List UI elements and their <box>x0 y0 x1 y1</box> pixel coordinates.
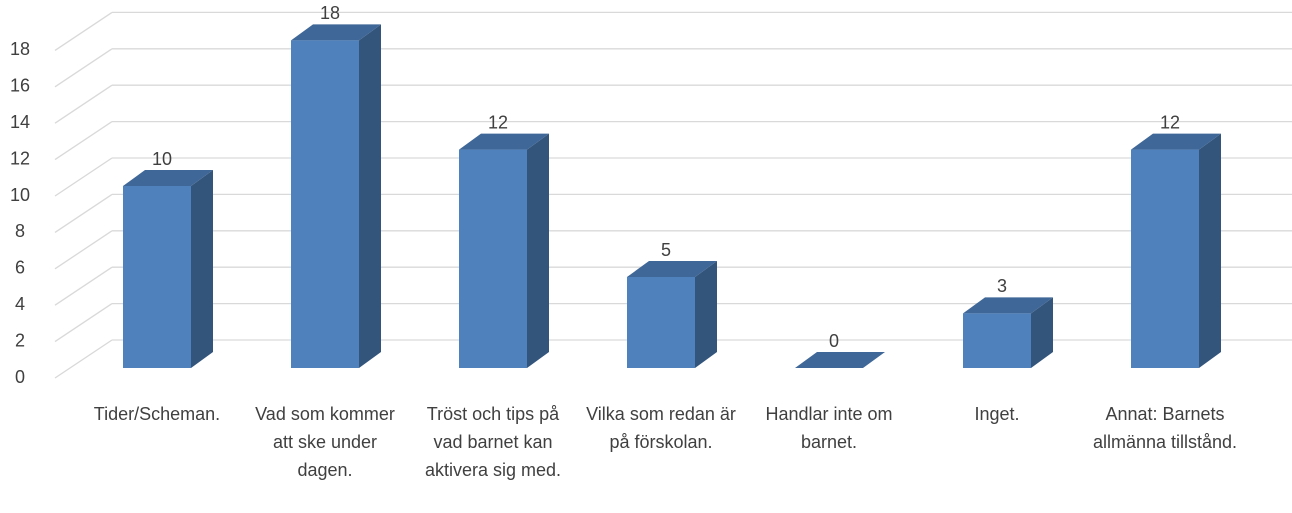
x-tick-label: Tider/Scheman. <box>93 404 221 424</box>
y-tick-label: 16 <box>10 76 30 96</box>
x-tick-label: Tröst och tips på vad barnet kan aktiver… <box>424 404 562 480</box>
bar-top <box>1131 133 1221 150</box>
x-tick-label: Handlar inte om barnet. <box>765 404 893 452</box>
y-tick-label: 6 <box>15 258 25 278</box>
bar-side <box>1031 297 1053 368</box>
bar-front <box>459 149 527 368</box>
x-tick-label: Annat: Barnets allmänna tillstånd. <box>1092 404 1238 452</box>
grid-line-side <box>54 339 113 379</box>
data-label: 3 <box>997 276 1007 296</box>
x-tick-label: Vilka som redan är på förskolan. <box>586 404 736 452</box>
y-tick-label: 12 <box>10 148 30 168</box>
bar <box>291 24 381 369</box>
bar <box>795 352 885 368</box>
grid-line-side <box>54 266 113 306</box>
bar-side <box>695 261 717 368</box>
bar <box>963 297 1053 368</box>
y-tick-label: 10 <box>10 185 30 205</box>
grid-line-side <box>54 157 113 197</box>
y-tick-label: 8 <box>15 221 25 241</box>
x-tick-label: Vad som kommer att ske under dagen. <box>255 404 395 480</box>
grid-line-side <box>54 11 113 51</box>
data-label: 5 <box>661 240 671 260</box>
data-label: 12 <box>1160 112 1180 132</box>
bar-front <box>627 277 695 368</box>
bar-top <box>963 297 1053 314</box>
bar-top <box>291 24 381 41</box>
bar <box>627 261 717 368</box>
y-tick-label: 14 <box>10 112 30 132</box>
x-tick-label: Inget. <box>974 404 1020 424</box>
y-tick-label: 0 <box>15 367 25 387</box>
bar-front <box>291 40 359 369</box>
y-tick-label: 4 <box>15 294 25 314</box>
grid-line-side <box>54 121 113 161</box>
bar <box>1131 133 1221 368</box>
bar-top <box>795 352 885 368</box>
bar-top <box>459 133 549 150</box>
data-label: 10 <box>152 149 172 169</box>
grid-line-side <box>54 303 113 343</box>
grid-line-side <box>54 84 113 124</box>
bar-top <box>123 170 213 186</box>
bar-side <box>527 133 549 368</box>
bar-front <box>963 313 1031 368</box>
bar-side <box>359 24 381 369</box>
grid-line-side <box>54 48 113 88</box>
y-tick-label: 2 <box>15 330 25 350</box>
bar-side <box>1199 133 1221 368</box>
bar-front <box>1131 149 1199 368</box>
y-tick-label: 18 <box>10 39 30 59</box>
bar <box>123 170 213 368</box>
data-label: 18 <box>320 3 340 23</box>
bar-side <box>191 170 213 368</box>
data-label: 0 <box>829 331 839 351</box>
data-label: 12 <box>488 112 508 132</box>
grid-line-side <box>54 193 113 233</box>
bar-front <box>123 186 191 368</box>
grid-line-side <box>54 230 113 270</box>
bar <box>459 133 549 368</box>
bar-top <box>627 261 717 277</box>
